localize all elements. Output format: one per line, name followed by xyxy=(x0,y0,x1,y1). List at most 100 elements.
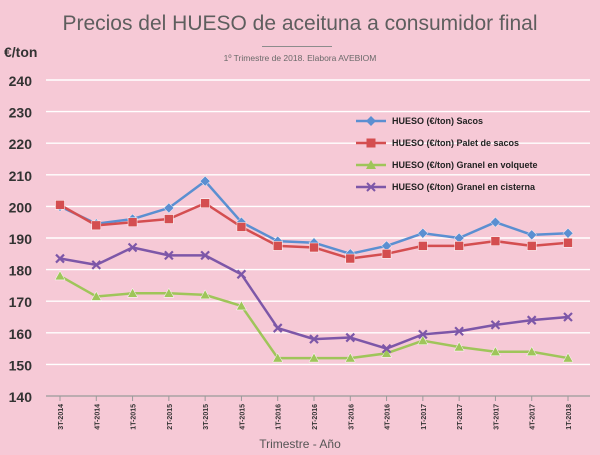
x-tick-label: 1T-2015 xyxy=(131,404,138,430)
data-point-2-6 xyxy=(272,352,284,363)
y-axis-label: €/ton xyxy=(4,44,38,60)
data-point-2-1 xyxy=(90,290,102,301)
x-tick-label: 1T-2017 xyxy=(421,404,428,430)
data-point-0-10 xyxy=(417,227,429,239)
data-point-2-11 xyxy=(453,341,465,352)
data-point-0-13 xyxy=(526,229,538,241)
x-tick-label: 2T-2015 xyxy=(167,404,174,430)
legend-item-palet: HUESO (€/ton) Palet de sacos xyxy=(356,132,576,154)
legend-marker-palet xyxy=(356,138,386,148)
data-point-3-7 xyxy=(309,334,319,344)
x-tick-label: 3T-2016 xyxy=(348,404,355,430)
data-point-2-2 xyxy=(127,287,138,298)
grid-layer xyxy=(46,79,590,401)
data-point-2-13 xyxy=(526,346,538,357)
data-point-3-3 xyxy=(164,250,174,261)
x-tick-label: 4T-2016 xyxy=(385,404,392,430)
y-tick-label: 150 xyxy=(9,357,33,373)
series-line-2 xyxy=(59,274,569,360)
y-tick-label: 170 xyxy=(9,294,33,310)
legend: HUESO (€/ton) Sacos HUESO (€/ton) Palet … xyxy=(356,110,576,198)
data-point-3-11 xyxy=(454,326,464,336)
legend-label-palet: HUESO (€/ton) Palet de sacos xyxy=(392,138,520,148)
data-point-1-1 xyxy=(91,220,102,231)
data-point-0-12 xyxy=(490,216,501,228)
x-tick-label: 2T-2017 xyxy=(457,404,464,430)
x-tick-label: 3T-2015 xyxy=(203,404,210,430)
chart-title: Precios del HUESO de aceituna a consumid… xyxy=(62,12,538,35)
data-point-3-10 xyxy=(418,329,428,340)
data-point-1-5 xyxy=(236,222,247,232)
data-point-1-12 xyxy=(490,236,501,246)
x-tick-label: 2T-2016 xyxy=(312,404,319,430)
data-point-1-7 xyxy=(309,242,319,253)
data-point-1-2 xyxy=(127,217,138,227)
x-tick-label: 3T-2017 xyxy=(493,404,500,430)
data-point-3-13 xyxy=(526,315,537,325)
y-tick-label: 220 xyxy=(9,136,33,152)
y-tick-label: 140 xyxy=(9,389,33,405)
data-point-3-14 xyxy=(563,312,573,322)
data-point-3-0 xyxy=(55,253,65,264)
series-1 xyxy=(55,198,573,264)
y-tick-label: 200 xyxy=(9,199,33,215)
data-point-1-0 xyxy=(55,200,65,210)
y-tick-labels: 140 150 160 170 180 190 200 210 220 230 240 xyxy=(9,73,33,405)
data-point-2-5 xyxy=(236,300,247,311)
legend-label-cisterna: HUESO (€/ton) Granel en cisterna xyxy=(392,182,536,192)
x-tick-label: 4T-2014 xyxy=(94,404,101,430)
chart-subtitle: 1º Trimestre de 2018. Elabora AVEBIOM xyxy=(223,53,377,63)
data-point-1-9 xyxy=(381,249,392,259)
y-tick-label: 160 xyxy=(9,326,33,342)
data-point-2-9 xyxy=(381,347,392,358)
data-point-3-4 xyxy=(200,250,210,261)
data-point-1-11 xyxy=(454,241,464,251)
legend-marker-sacos xyxy=(356,116,386,126)
legend-label-volquete: HUESO (€/ton) Granel en volquete xyxy=(392,160,538,170)
data-point-3-5 xyxy=(236,269,247,280)
y-tick-label: 230 xyxy=(9,105,33,121)
data-point-3-8 xyxy=(345,332,356,343)
y-tick-label: 210 xyxy=(9,168,33,184)
data-point-1-13 xyxy=(526,241,537,251)
series-3 xyxy=(55,242,573,354)
data-point-1-4 xyxy=(200,198,210,208)
x-axis-label: Trimestre - Año xyxy=(259,437,341,451)
x-tick-label: 4T-2017 xyxy=(530,404,537,430)
data-point-2-8 xyxy=(344,352,356,363)
data-point-1-6 xyxy=(272,241,283,251)
legend-marker-cisterna xyxy=(356,182,386,192)
data-point-1-14 xyxy=(563,237,573,248)
y-tick-label: 240 xyxy=(9,73,33,89)
data-point-1-10 xyxy=(418,241,428,251)
data-point-3-9 xyxy=(381,343,392,354)
legend-item-sacos: HUESO (€/ton) Sacos xyxy=(356,110,576,132)
legend-item-volquete: HUESO (€/ton) Granel en volquete xyxy=(356,154,576,176)
data-point-2-14 xyxy=(562,352,574,363)
data-point-2-7 xyxy=(308,352,320,363)
data-point-1-3 xyxy=(164,214,174,224)
data-point-2-0 xyxy=(54,270,66,281)
data-point-0-3 xyxy=(163,202,175,214)
legend-item-cisterna: HUESO (€/ton) Granel en cisterna xyxy=(356,176,576,198)
data-point-2-4 xyxy=(199,289,211,300)
x-tick-label: 1T-2016 xyxy=(276,404,283,430)
data-point-3-1 xyxy=(91,260,102,270)
data-point-3-12 xyxy=(490,320,501,330)
x-tick-label: 4T-2015 xyxy=(239,404,246,430)
y-tick-label: 180 xyxy=(9,263,33,279)
data-point-3-2 xyxy=(127,242,138,253)
data-point-2-12 xyxy=(490,346,501,357)
data-point-0-14 xyxy=(562,227,574,239)
data-point-2-10 xyxy=(417,335,429,345)
data-point-1-8 xyxy=(345,253,356,264)
title-divider xyxy=(262,46,332,47)
x-tick-label: 1T-2018 xyxy=(566,404,573,430)
data-point-3-6 xyxy=(272,323,283,333)
y-tick-label: 190 xyxy=(9,231,33,247)
legend-marker-volquete xyxy=(356,160,386,169)
series-2 xyxy=(54,270,574,363)
x-tick-labels: 3T-2014 4T-2014 1T-2015 2T-2015 3T-2015 4T-20… xyxy=(58,404,573,430)
x-tick-label: 3T-2014 xyxy=(58,404,65,430)
